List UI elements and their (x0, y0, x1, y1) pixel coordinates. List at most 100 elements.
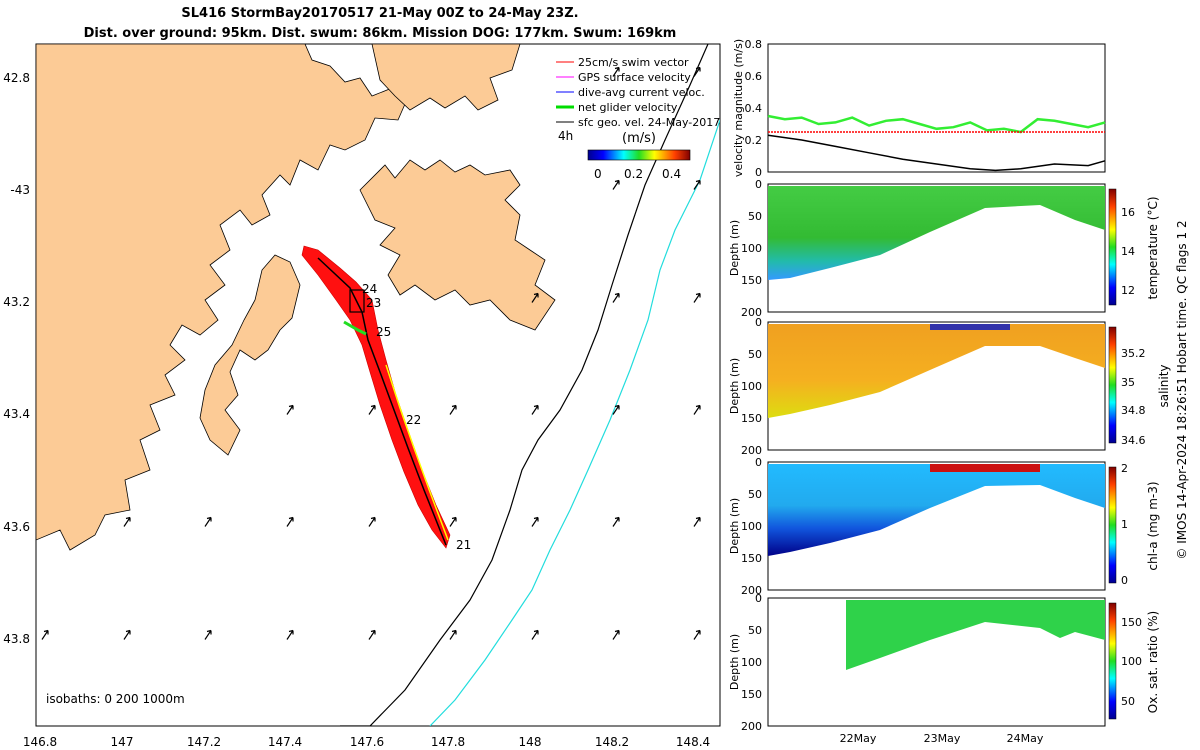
chl-ytick-3: 150 (741, 552, 762, 565)
isobaths-label: isobaths: 0 200 1000m (46, 692, 185, 706)
sal-colorbar (1108, 326, 1117, 444)
legend-swim: 25cm/s swim vector (578, 56, 689, 69)
sal-cbar-tick-2: 35 (1121, 376, 1135, 389)
velocity-frame (767, 43, 1106, 173)
land-north (371, 44, 521, 111)
chl-cbar-tick-2: 2 (1121, 462, 1128, 475)
temperature-field (768, 186, 1105, 280)
chart-title-line1: SL416 StormBay20170517 21-May 00Z to 24-… (181, 6, 579, 21)
lon-tick-3: 147.2 (187, 735, 221, 749)
vel-ytick-1: 0.2 (745, 134, 763, 147)
day-label-24: 24 (362, 282, 377, 296)
chl-ytick-0: 0 (755, 456, 762, 469)
vector-arrow (286, 516, 294, 527)
ox-ytick-0: 0 (755, 592, 762, 605)
ox-cbar-tick-1: 100 (1121, 655, 1142, 668)
vector-arrow (449, 404, 457, 415)
salinity-panel: 0 50 100 150 200 Depth (m) 34.6 34.8 35 … (728, 316, 1171, 457)
ox-cbar-tick-2: 150 (1121, 616, 1142, 629)
vel-ylabel: velocity magnitude (m/s) (732, 39, 745, 177)
vector-arrow (612, 179, 620, 190)
temp-cbar-tick-0: 12 (1121, 284, 1135, 297)
legend-sfc: sfc geo. vel. 24-May-2017 (578, 116, 720, 129)
temp-cbar-tick-2: 16 (1121, 206, 1135, 219)
chl-ytick-2: 100 (741, 520, 762, 533)
vector-arrow (693, 292, 701, 303)
vel-ytick-2: 0.4 (745, 102, 763, 115)
temp-ylabel: Depth (m) (728, 220, 741, 276)
vel-ytick-3: 0.6 (745, 70, 763, 83)
velocity-series-sfc-geo-vel- (767, 134, 1106, 172)
ox-ytick-3: 150 (741, 688, 762, 701)
chl-cbar-tick-0: 0 (1121, 574, 1128, 587)
lon-tick-1: 146.8 (23, 735, 57, 749)
glider-track-line (317, 257, 447, 546)
chl-ylabel: Depth (m) (728, 498, 741, 554)
sal-ytick-2: 100 (741, 380, 762, 393)
temperature-panel: 0 50 100 150 200 Depth (m) 12 14 16 temp… (728, 178, 1160, 319)
velocity-series (767, 114, 1106, 172)
xtick-23may: 23May (924, 732, 961, 745)
lat-tick-5: 43.6 (3, 520, 30, 534)
vector-arrow (612, 404, 620, 415)
day-label-22: 22 (406, 413, 421, 427)
lon-tick-9: 148.4 (676, 735, 710, 749)
legend-net: net glider velocity (578, 101, 678, 114)
legend-gps: GPS surface velocity (578, 71, 691, 84)
velocity-panel: 0 0.2 0.4 0.6 0.8 velocity magnitude (m/… (732, 38, 1106, 179)
vector-arrow (204, 629, 212, 640)
xtick-22may: 22May (840, 732, 877, 745)
colorbar-tick-0: 0 (594, 167, 602, 181)
temp-ytick-3: 150 (741, 274, 762, 287)
map-panel: 21 22 23 24 25 25cm/s swim vector GPS su… (3, 43, 721, 749)
oxygen-panel: 0 50 100 150 200 Depth (m) 50 100 150 Ox… (728, 592, 1160, 745)
lon-tick-8: 148.2 (595, 735, 629, 749)
temp-cbar-label: temperature (°C) (1146, 197, 1160, 300)
land-tasman (199, 254, 301, 456)
temp-colorbar (1108, 188, 1117, 306)
lon-tick-6: 147.8 (431, 735, 465, 749)
vector-arrow (123, 516, 131, 527)
vector-arrow (368, 629, 376, 640)
map-legend: 25cm/s swim vector GPS surface velocity … (556, 56, 720, 181)
xtick-24may: 24May (1007, 732, 1044, 745)
vel-ytick-4: 0.8 (745, 38, 763, 51)
lat-tick-1: 42.8 (3, 71, 30, 85)
vector-arrow (286, 629, 294, 640)
ox-cbar-tick-0: 50 (1121, 695, 1135, 708)
colorbar-tick-2: 0.4 (662, 167, 681, 181)
vector-arrow (531, 292, 539, 303)
day-label-21: 21 (456, 538, 471, 552)
vector-arrow (368, 404, 376, 415)
vector-arrow (612, 516, 620, 527)
day-label-23: 23 (366, 296, 381, 310)
ox-ytick-2: 100 (741, 656, 762, 669)
temp-ytick-4: 200 (741, 306, 762, 319)
lon-tick-2: 147 (111, 735, 134, 749)
chl-cbar-tick-1: 1 (1121, 518, 1128, 531)
sal-cbar-tick-3: 35.2 (1121, 347, 1146, 360)
sal-cbar-tick-0: 34.6 (1121, 434, 1146, 447)
vector-arrow (693, 404, 701, 415)
chla-surface-bloom (930, 464, 1040, 472)
lon-tick-7: 148 (519, 735, 542, 749)
sal-ytick-4: 200 (741, 444, 762, 457)
isobath-1000m (429, 119, 720, 726)
sal-ytick-1: 50 (748, 348, 762, 361)
temp-ytick-0: 0 (755, 178, 762, 191)
temp-ytick-1: 50 (748, 210, 762, 223)
copyright-note: © IMOS 14-Apr-2024 18:26:51 Hobart time.… (1175, 220, 1189, 559)
vector-arrow (693, 516, 701, 527)
chl-ytick-1: 50 (748, 488, 762, 501)
chl-ytick-4: 200 (741, 584, 762, 597)
sal-ytick-3: 150 (741, 412, 762, 425)
lat-tick-6: 43.8 (3, 632, 30, 646)
vector-arrow (693, 629, 701, 640)
track-box (349, 289, 365, 313)
land-forestier (359, 159, 556, 331)
ox-ytick-4: 200 (741, 720, 762, 733)
salinity-field (768, 324, 1105, 418)
glider-track-green (343, 320, 367, 336)
temp-cbar-tick-1: 14 (1121, 245, 1135, 258)
